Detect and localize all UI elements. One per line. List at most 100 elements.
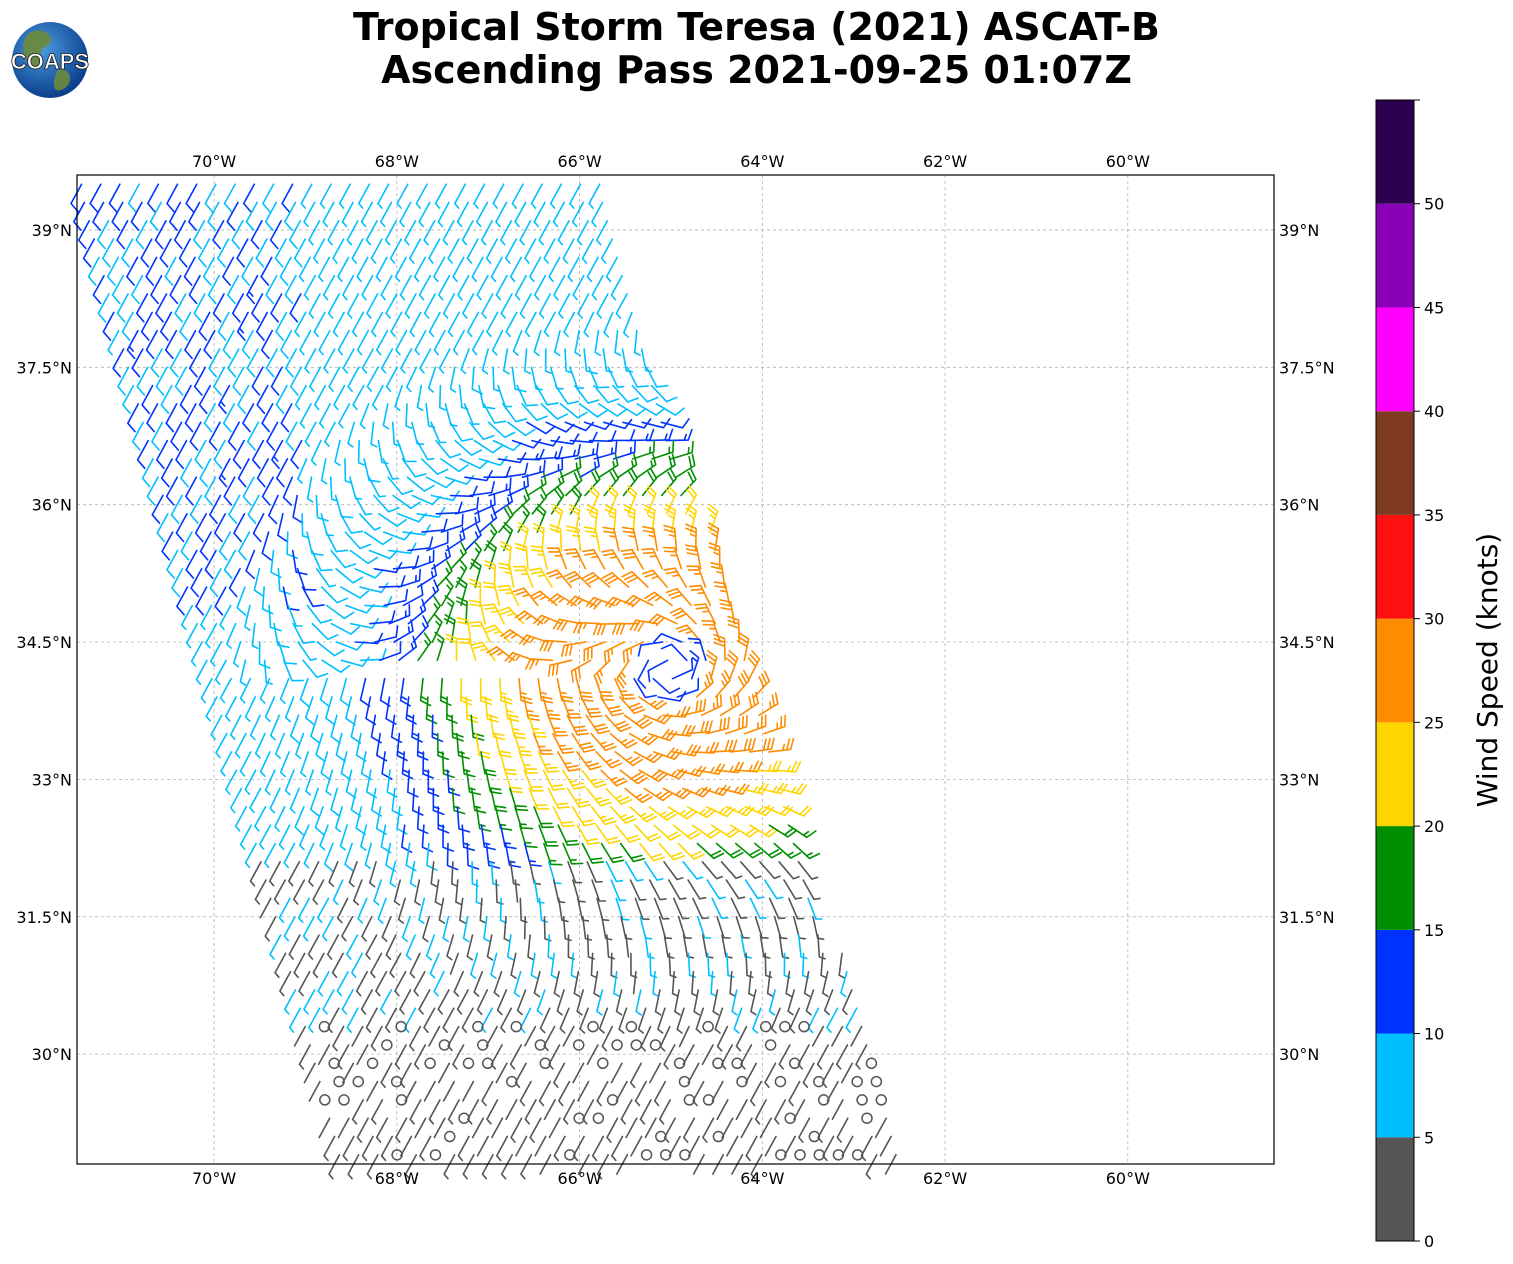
wind-barb xyxy=(359,403,370,430)
wind-barb xyxy=(508,714,527,740)
calm-wind-marker xyxy=(381,1039,393,1051)
wind-barb xyxy=(373,494,400,513)
wind-barb xyxy=(595,751,623,769)
wind-barb xyxy=(405,696,417,725)
wind-barb xyxy=(636,403,666,416)
wind-barb xyxy=(607,485,619,515)
wind-barb xyxy=(621,526,639,552)
wind-barb xyxy=(268,861,281,887)
wind-barb xyxy=(345,769,357,799)
wind-barb xyxy=(351,238,364,264)
wind-barb xyxy=(484,696,499,723)
wind-barb xyxy=(416,806,429,835)
wind-barb xyxy=(269,220,282,250)
wind-barb xyxy=(686,806,717,819)
calm-wind-marker xyxy=(774,1075,787,1088)
wind-barb xyxy=(317,1044,331,1066)
wind-barb xyxy=(620,548,644,570)
wind-barb xyxy=(189,421,202,451)
wind-barb xyxy=(369,610,396,625)
wind-barb xyxy=(764,1062,777,1088)
wind-barb xyxy=(318,256,331,283)
wind-barb xyxy=(648,728,678,742)
wind-barb xyxy=(599,696,624,717)
wind-barb xyxy=(194,513,207,543)
wind-barb xyxy=(454,496,480,515)
wind-barb xyxy=(251,293,264,323)
wind-barb xyxy=(389,861,397,888)
wind-barb xyxy=(570,952,578,979)
wind-barb xyxy=(778,934,790,959)
wind-barb xyxy=(600,238,614,264)
wind-barb xyxy=(480,220,493,246)
wind-barb xyxy=(335,732,347,763)
wind-barb xyxy=(490,861,500,887)
lon-tick-label-top: 62°W xyxy=(923,152,967,171)
wind-barb xyxy=(517,522,529,552)
wind-barb xyxy=(437,201,450,228)
wind-barb xyxy=(261,476,274,506)
wind-barb xyxy=(232,366,245,396)
wind-barb xyxy=(307,934,320,960)
wind-barb xyxy=(715,669,731,698)
wind-barb xyxy=(503,916,511,942)
wind-barb xyxy=(533,614,563,626)
wind-barb xyxy=(512,329,523,356)
wind-barb xyxy=(204,476,217,506)
wind-barb xyxy=(647,659,669,683)
wind-barb xyxy=(807,1007,820,1034)
wind-barb xyxy=(652,970,660,997)
wind-barb xyxy=(239,659,247,686)
wind-barb xyxy=(649,952,658,979)
wind-barb xyxy=(289,220,302,250)
wind-barb xyxy=(332,238,345,264)
wind-barb xyxy=(251,366,264,396)
calm-wind-marker xyxy=(736,1075,748,1088)
wind-barb xyxy=(470,787,487,814)
wind-barb xyxy=(632,970,637,995)
wind-barb xyxy=(658,1099,671,1125)
wind-barb xyxy=(740,1117,753,1139)
wind-barb xyxy=(464,470,493,482)
wind-barb xyxy=(459,458,489,470)
wind-barb xyxy=(619,769,648,785)
wind-barb xyxy=(754,842,783,859)
wind-barb xyxy=(500,629,530,643)
wind-barb xyxy=(576,220,589,246)
wind-barb xyxy=(648,806,677,821)
wind-barb xyxy=(627,428,655,442)
wind-barb xyxy=(553,1062,566,1088)
wind-barb xyxy=(406,476,435,492)
wind-barb xyxy=(500,1007,513,1033)
wind-barb xyxy=(505,311,518,338)
wind-barb xyxy=(412,549,435,570)
wind-barb xyxy=(768,989,776,1016)
wind-barb xyxy=(236,311,249,341)
colorbar-tick-label: 30 xyxy=(1424,610,1444,629)
wind-barb xyxy=(136,366,149,396)
wind-barb xyxy=(214,513,227,543)
calm-wind-marker xyxy=(587,1020,599,1033)
wind-barb xyxy=(174,366,187,396)
wind-barb xyxy=(607,366,625,388)
wind-barb xyxy=(361,916,373,942)
wind-barb xyxy=(351,311,365,338)
wind-barb xyxy=(579,454,600,478)
wind-barb xyxy=(643,504,656,533)
wind-barb xyxy=(200,604,213,631)
wind-barb xyxy=(387,542,417,554)
wind-barb xyxy=(361,1135,374,1162)
wind-barb xyxy=(261,531,272,561)
wind-barb xyxy=(346,220,359,246)
wind-barb xyxy=(308,1007,321,1033)
wind-barb xyxy=(190,641,203,667)
wind-barb xyxy=(496,989,508,1016)
wind-barb xyxy=(602,526,620,552)
wind-barb xyxy=(337,256,350,283)
wind-barb xyxy=(788,897,805,920)
wind-barb xyxy=(729,737,756,753)
wind-barb xyxy=(530,545,548,570)
wind-barb xyxy=(351,952,364,979)
wind-barb xyxy=(294,806,305,836)
wind-barb xyxy=(571,201,585,228)
